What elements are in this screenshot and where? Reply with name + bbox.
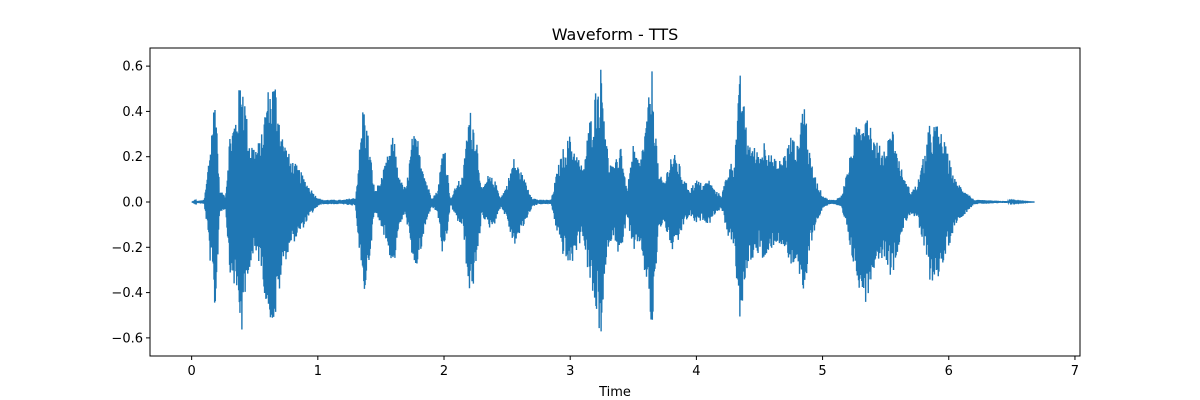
y-tick-label: 0.6 — [122, 60, 143, 75]
x-tick-label: 2 — [440, 364, 448, 379]
x-tick-label: 7 — [1071, 364, 1079, 379]
y-tick-label: 0.2 — [122, 150, 143, 165]
y-axis: −0.6 −0.4 −0.2 0.0 0.2 0.4 0.6 — [111, 60, 150, 346]
x-axis-label: Time — [598, 385, 631, 400]
x-tick-label: 0 — [188, 364, 196, 379]
x-axis: 0 1 2 3 4 5 6 7 — [188, 356, 1079, 379]
y-tick-label: 0.4 — [122, 105, 143, 120]
chart-title: Waveform - TTS — [552, 25, 679, 44]
x-tick-label: 1 — [314, 364, 322, 379]
y-tick-label: −0.4 — [111, 286, 143, 301]
x-tick-label: 5 — [818, 364, 826, 379]
y-tick-label: 0.0 — [122, 196, 143, 211]
axes-frame — [149, 47, 1081, 357]
x-tick-label: 4 — [692, 364, 700, 379]
plot-area — [191, 69, 1035, 332]
y-tick-label: −0.6 — [111, 331, 143, 346]
waveform-series-line — [191, 69, 1035, 332]
x-tick-label: 6 — [945, 364, 953, 379]
x-tick-label: 3 — [566, 364, 574, 379]
y-tick-label: −0.2 — [111, 241, 143, 256]
